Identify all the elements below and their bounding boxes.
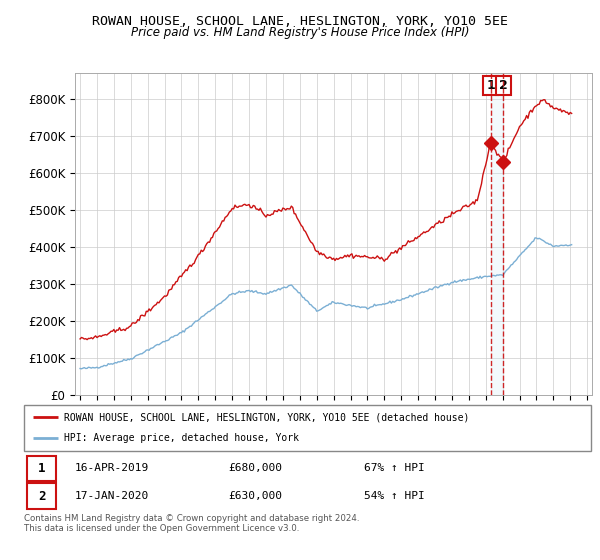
FancyBboxPatch shape [24, 405, 591, 451]
Text: 54% ↑ HPI: 54% ↑ HPI [364, 491, 425, 501]
Text: 67% ↑ HPI: 67% ↑ HPI [364, 463, 425, 473]
Text: £680,000: £680,000 [228, 463, 282, 473]
Text: 2: 2 [499, 79, 508, 92]
Text: ROWAN HOUSE, SCHOOL LANE, HESLINGTON, YORK, YO10 5EE: ROWAN HOUSE, SCHOOL LANE, HESLINGTON, YO… [92, 15, 508, 27]
Text: Contains HM Land Registry data © Crown copyright and database right 2024.
This d: Contains HM Land Registry data © Crown c… [24, 514, 359, 534]
Text: 17-JAN-2020: 17-JAN-2020 [75, 491, 149, 501]
Text: HPI: Average price, detached house, York: HPI: Average price, detached house, York [64, 433, 299, 444]
Text: ROWAN HOUSE, SCHOOL LANE, HESLINGTON, YORK, YO10 5EE (detached house): ROWAN HOUSE, SCHOOL LANE, HESLINGTON, YO… [64, 412, 469, 422]
Text: 2: 2 [38, 489, 46, 502]
Text: 1: 1 [486, 79, 495, 92]
Bar [491, 73, 503, 395]
Text: £630,000: £630,000 [228, 491, 282, 501]
FancyBboxPatch shape [27, 455, 56, 481]
FancyBboxPatch shape [27, 483, 56, 509]
Text: Price paid vs. HM Land Registry's House Price Index (HPI): Price paid vs. HM Land Registry's House … [131, 26, 469, 39]
Text: 1: 1 [38, 462, 46, 475]
Text: 16-APR-2019: 16-APR-2019 [75, 463, 149, 473]
